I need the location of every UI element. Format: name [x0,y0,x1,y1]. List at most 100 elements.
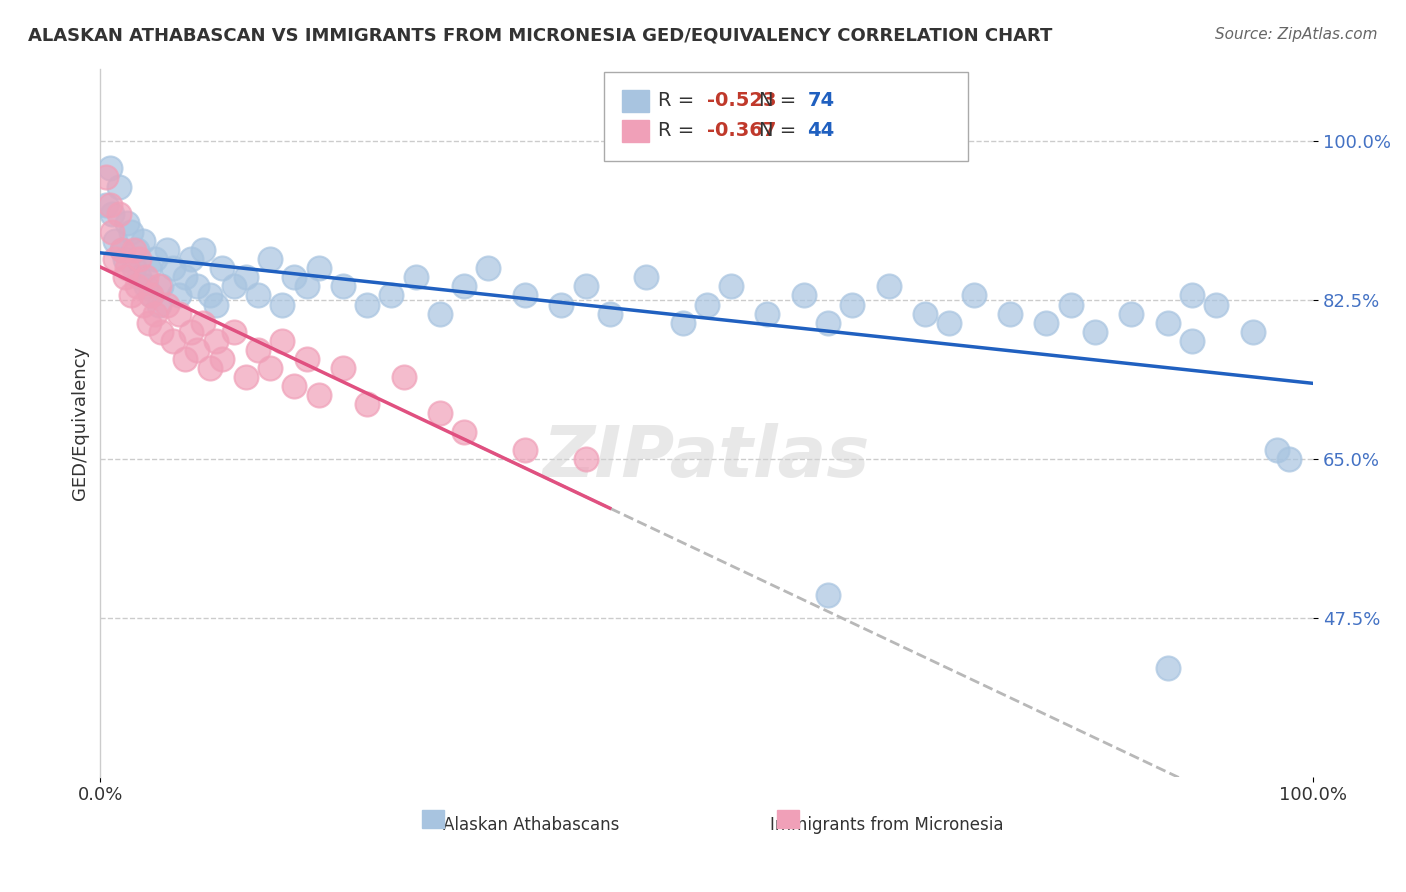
Point [453,279,475,293]
Point [1121,307,1143,321]
Point [101,225,124,239]
Point [636,270,658,285]
Point [141,288,163,302]
Point [104,234,127,248]
Point [308,388,330,402]
Text: -0.523: -0.523 [707,91,776,110]
Point [405,270,427,285]
Point [186,343,208,357]
Point [115,216,138,230]
Text: ZIPatlas: ZIPatlas [543,424,870,492]
Point [271,334,294,348]
Point [817,588,839,602]
Point [101,207,124,221]
Point [513,442,536,457]
Point [138,316,160,330]
Point [671,316,693,330]
Point [356,397,378,411]
Point [150,279,173,293]
Text: Immigrants from Micronesia: Immigrants from Micronesia [769,815,1002,833]
Point [132,297,155,311]
FancyBboxPatch shape [603,72,967,161]
Point [1035,316,1057,330]
Point [877,279,900,293]
FancyBboxPatch shape [621,120,648,142]
Text: 44: 44 [807,121,835,140]
Point [222,279,245,293]
Point [174,351,197,366]
Point [111,243,134,257]
Point [235,370,257,384]
Point [1060,297,1083,311]
Point [143,307,166,321]
Point [120,225,142,239]
Point [259,361,281,376]
Point [174,270,197,285]
Point [143,252,166,267]
Point [107,207,129,221]
Point [124,243,146,257]
Y-axis label: GED/Equivalency: GED/Equivalency [72,345,89,500]
Point [180,325,202,339]
Point [841,297,863,311]
Point [1278,451,1301,466]
Point [1265,442,1288,457]
Point [308,261,330,276]
Point [128,252,150,267]
Point [817,316,839,330]
Point [148,297,170,311]
Point [162,261,184,276]
Point [204,297,226,311]
FancyBboxPatch shape [422,810,444,828]
Point [124,261,146,276]
Point [1181,334,1204,348]
Point [938,316,960,330]
Point [193,316,215,330]
Point [198,361,221,376]
Point [98,161,121,176]
Point [222,325,245,339]
Point [332,279,354,293]
Point [186,279,208,293]
Point [283,270,305,285]
Point [1205,297,1227,311]
Point [96,197,118,211]
Text: ALASKAN ATHABASCAN VS IMMIGRANTS FROM MICRONESIA GED/EQUIVALENCY CORRELATION CHA: ALASKAN ATHABASCAN VS IMMIGRANTS FROM MI… [28,27,1053,45]
Text: N =: N = [759,121,803,140]
Point [1241,325,1264,339]
Point [756,307,779,321]
Point [259,252,281,267]
Point [247,288,270,302]
Point [1157,316,1180,330]
FancyBboxPatch shape [621,90,648,112]
Point [193,243,215,257]
FancyBboxPatch shape [778,810,799,828]
Point [295,279,318,293]
Point [392,370,415,384]
Point [599,307,621,321]
Point [1084,325,1107,339]
Point [204,334,226,348]
Point [211,351,233,366]
Point [167,307,190,321]
Point [1157,661,1180,675]
Point [453,425,475,439]
Point [104,252,127,267]
Point [138,261,160,276]
Point [156,243,179,257]
Point [128,270,150,285]
Point [247,343,270,357]
Point [114,252,136,267]
Point [574,451,596,466]
Point [793,288,815,302]
Point [513,288,536,302]
Point [477,261,499,276]
Point [998,307,1021,321]
Text: -0.367: -0.367 [707,121,776,140]
Point [120,288,142,302]
Point [380,288,402,302]
Point [167,288,190,302]
Point [914,307,936,321]
Point [141,288,163,302]
Point [180,252,202,267]
